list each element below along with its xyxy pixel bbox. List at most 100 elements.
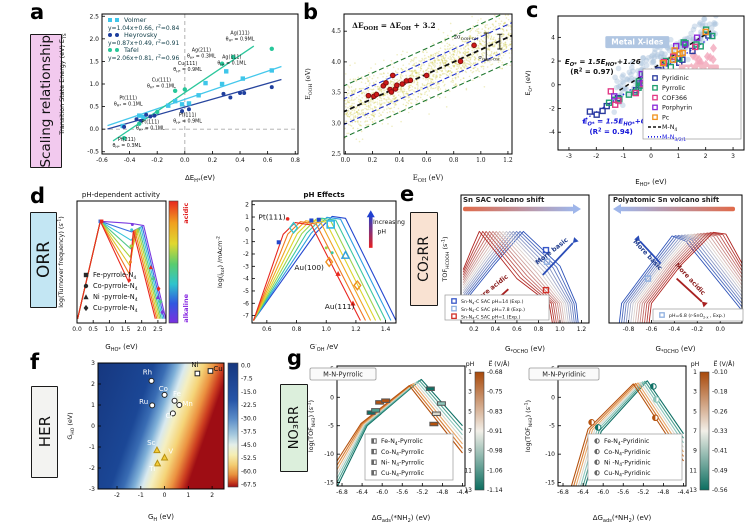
- panel-letter-g: g: [287, 346, 303, 370]
- svg-text:3: 3: [693, 389, 697, 396]
- svg-text:7: 7: [468, 428, 472, 435]
- sidebar-scaling-relationship: Scaling relationship: [30, 34, 62, 168]
- panel-letter-b: b: [303, 0, 319, 24]
- svg-text:1.2: 1.2: [503, 157, 513, 164]
- svg-text:4.0: 4.0: [331, 59, 341, 66]
- svg-text:1: 1: [468, 369, 472, 376]
- svg-text:ΔEH*(eV): ΔEH*(eV): [185, 174, 215, 184]
- svg-text:-4.8: -4.8: [658, 489, 670, 496]
- svg-text:-5.6: -5.6: [617, 489, 629, 496]
- svg-text:3: 3: [731, 153, 735, 160]
- svg-text:Metal X-ides: Metal X-ides: [611, 37, 664, 46]
- svg-text:2.0: 2.0: [137, 326, 147, 333]
- svg-text:Tafel: Tafel: [123, 46, 139, 54]
- svg-text:Ag(111): Ag(111): [230, 30, 249, 36]
- svg-text:Rh: Rh: [143, 369, 152, 377]
- svg-text:-2: -2: [549, 105, 555, 112]
- svg-text:-15: -15: [324, 480, 334, 487]
- svg-text:GHO* (eV): GHO* (eV): [105, 343, 138, 353]
- svg-text:-5.6: -5.6: [396, 489, 408, 496]
- sidebar-co2rr: CO₂RR: [410, 212, 438, 306]
- svg-text:0.0: 0.0: [72, 326, 82, 333]
- svg-text:0.6: 0.6: [262, 326, 272, 333]
- svg-text:0: 0: [551, 82, 555, 89]
- svg-text:E⃗ (V/Å): E⃗ (V/Å): [713, 359, 734, 368]
- svg-text:9: 9: [693, 448, 697, 455]
- svg-text:0.2: 0.2: [469, 326, 479, 333]
- svg-text:3: 3: [91, 360, 95, 367]
- svg-text:-0.91: -0.91: [487, 428, 503, 435]
- svg-text:pH-dependent activity: pH-dependent activity: [82, 191, 160, 199]
- svg-text:-6.4: -6.4: [356, 489, 368, 496]
- svg-text:-6.8: -6.8: [557, 489, 569, 496]
- chart-no3rr-pyridinic-volcano: -6.8 -6.4 -6.0 -5.6 -5.2 -4.8 -4.4 5 0 -5 -10 -15 ΔG…: [524, 359, 735, 524]
- svg-text:TOFHCOOH (s-1): TOFHCOOH (s-1): [441, 237, 451, 283]
- chart-oh-ooh-scaling: 0.0 0.2 0.4 0.6 0.8 1.0 1.2 2.5 3.0 3.5 4.0 4.5 EOH …: [304, 13, 513, 184]
- svg-text:acidic: acidic: [182, 202, 190, 223]
- svg-text:4: 4: [551, 34, 555, 41]
- svg-text:G·OH /eV: G·OH /eV: [310, 342, 339, 353]
- svg-text:0: 0: [91, 423, 95, 430]
- svg-text:0.6: 0.6: [263, 157, 273, 164]
- svg-text:Cr: Cr: [165, 412, 173, 420]
- svg-text:Sc: Sc: [147, 439, 155, 447]
- svg-text:-1: -1: [243, 239, 249, 246]
- panel-letter-a: a: [30, 0, 45, 24]
- svg-text:Sn-N4-C SAC pH=7.8 (Exp.): Sn-N4-C SAC pH=7.8 (Exp.): [461, 307, 525, 313]
- svg-text:-10: -10: [545, 451, 555, 458]
- svg-text:-0.26: -0.26: [712, 408, 728, 415]
- svg-text:θH* = 0.9ML: θH* = 0.9ML: [226, 36, 255, 42]
- svg-text:GHO (eV): GHO (eV): [66, 412, 76, 439]
- svg-text:ΔGads(*NH2) (eV): ΔGads(*NH2) (eV): [372, 514, 431, 524]
- svg-text:Polyatomic Sn volcano shift: Polyatomic Sn volcano shift: [613, 196, 720, 204]
- svg-text:0.5: 0.5: [88, 326, 98, 333]
- panel-letter-f: f: [30, 350, 40, 374]
- svg-text:-1.06: -1.06: [487, 467, 503, 474]
- svg-text:θH* = 0.1ML: θH* = 0.1ML: [136, 126, 165, 132]
- svg-text:3.5: 3.5: [331, 90, 341, 97]
- svg-text:5: 5: [693, 408, 697, 415]
- svg-text:1: 1: [245, 214, 249, 221]
- svg-text:Fe-N4-Pyrrolic: Fe-N4-Pyrrolic: [381, 438, 423, 447]
- svg-text:Ni -pyrrole-N4: Ni -pyrrole-N4: [93, 293, 138, 303]
- svg-text:M-N4: M-N4: [662, 124, 677, 133]
- svg-text:1: 1: [91, 402, 95, 409]
- svg-text:alkaline: alkaline: [182, 293, 190, 322]
- svg-text:COF366: COF366: [662, 95, 687, 102]
- svg-text:Ti: Ti: [148, 465, 155, 473]
- svg-text:Pyridinic: Pyridinic: [662, 75, 689, 82]
- svg-text:-0.6: -0.6: [646, 326, 658, 333]
- svg-text:1.0: 1.0: [105, 326, 115, 333]
- svg-text:-10: -10: [324, 451, 334, 458]
- svg-text:Fe: Fe: [173, 390, 181, 398]
- svg-text:M-N-Pyridinic: M-N-Pyridinic: [542, 370, 586, 378]
- svg-text:1: 1: [186, 492, 190, 499]
- svg-text:0.0: 0.0: [89, 126, 99, 133]
- svg-text:-45.0: -45.0: [241, 442, 257, 449]
- svg-text:1.5: 1.5: [121, 326, 131, 333]
- svg-text:1.5: 1.5: [89, 58, 99, 65]
- svg-text:-0.56: -0.56: [712, 487, 728, 494]
- svg-text:0: 0: [551, 394, 555, 401]
- svg-text:Porphyrin: Porphyrin: [662, 105, 692, 112]
- svg-text:0.0: 0.0: [241, 362, 251, 369]
- svg-text:Pc: Pc: [662, 114, 670, 121]
- svg-text:EOOH (eV): EOOH (eV): [304, 68, 314, 100]
- svg-text:pH: pH: [691, 361, 700, 368]
- sidebar-no3rr: NO₃RR: [280, 384, 308, 472]
- svg-text:3.0: 3.0: [331, 120, 341, 127]
- chart-scaling-relationship: -0.6 -0.4 -0.2 0.0 0.2 0.4 0.6 0.8 -0.5 0.0 0.5 1.0…: [58, 13, 300, 184]
- svg-text:1.0: 1.0: [476, 157, 486, 164]
- svg-text:Cu-pyrrole-N4: Cu-pyrrole-N4: [93, 304, 138, 314]
- svg-text:EHO* (eV): EHO* (eV): [635, 178, 667, 188]
- panel-letter-d: d: [30, 184, 46, 208]
- svg-text:-30.0: -30.0: [241, 415, 257, 422]
- svg-text:θH* = 0.1ML: θH* = 0.1ML: [114, 101, 143, 107]
- svg-text:-0.68: -0.68: [487, 369, 503, 376]
- chart-no3rr-pyrrolic-volcano: -6.8 -6.4 -6.0 -5.6 -5.2 -4.8 -4.4 5 0 -5 -10 -15 ΔG…: [307, 359, 510, 524]
- svg-text:-15.0: -15.0: [241, 389, 257, 396]
- svg-text:-52.5: -52.5: [241, 455, 257, 462]
- svg-text:-0.75: -0.75: [487, 389, 503, 396]
- svg-text:5: 5: [468, 408, 472, 415]
